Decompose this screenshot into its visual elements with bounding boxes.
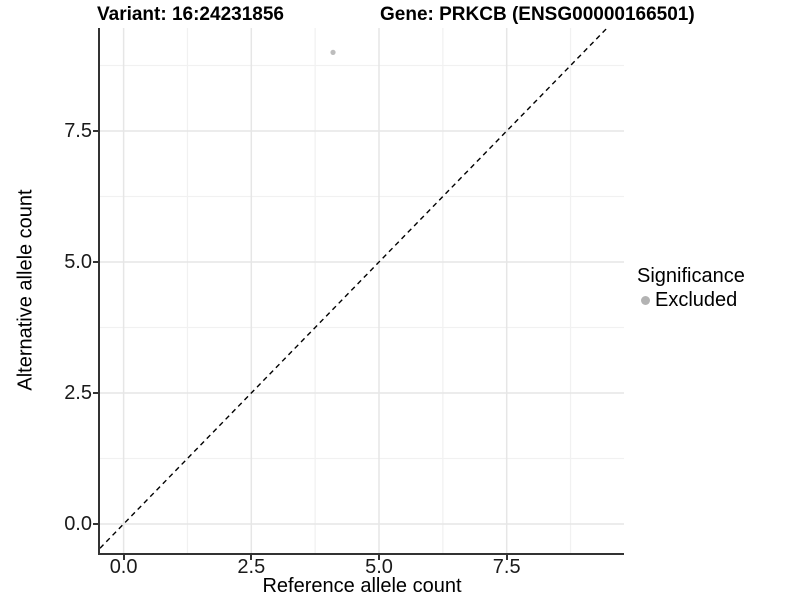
- x-tick-label: 7.5: [492, 556, 521, 578]
- y-tick-mark: [93, 392, 98, 394]
- data-point: [330, 49, 336, 55]
- x-tick-mark: [505, 555, 508, 560]
- x-tick-label: 0.0: [109, 556, 138, 578]
- y-tick-mark: [93, 130, 98, 132]
- excluded-point-icon: [641, 295, 650, 305]
- y-tick-label: 2.5: [64, 382, 92, 404]
- y-tick-label: 7.5: [64, 120, 92, 142]
- plot-title-variant: Variant: 16:24231856: [97, 4, 284, 25]
- x-tick-label: 5.0: [365, 556, 393, 578]
- x-tick-mark: [378, 555, 380, 560]
- plot-panel-svg: [99, 27, 624, 553]
- y-tick-mark: [93, 523, 98, 525]
- x-tick-label: 2.5: [237, 556, 266, 578]
- x-axis-line: [98, 553, 624, 555]
- y-axis-line: [98, 28, 100, 555]
- y-tick-label: 0.0: [64, 513, 92, 535]
- y-tick-label: 5.0: [64, 251, 92, 273]
- x-tick-mark: [122, 555, 125, 560]
- legend-item-label: Excluded: [655, 288, 738, 311]
- x-axis-title: Reference allele count: [262, 575, 462, 597]
- legend-title: Significance: [637, 265, 745, 287]
- legend: Significance Excluded: [637, 266, 745, 311]
- identity-reference-line: [99, 27, 608, 549]
- y-axis-title: Alternative allele count: [14, 189, 37, 391]
- x-tick-mark: [250, 555, 253, 560]
- y-tick-mark: [93, 261, 98, 263]
- plot-title-gene: Gene: PRKCB (ENSG00000166501): [380, 4, 695, 25]
- legend-item-excluded: Excluded: [637, 289, 745, 311]
- plot-panel: [99, 27, 624, 553]
